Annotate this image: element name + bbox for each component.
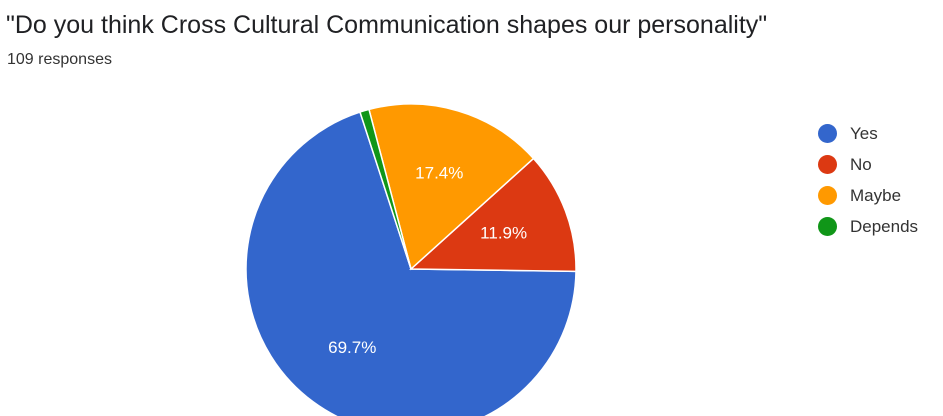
legend-label-yes: Yes (850, 123, 878, 143)
legend-label-maybe: Maybe (850, 185, 902, 205)
legend-item-depends[interactable]: Depends (818, 211, 942, 242)
response-count: 109 responses (7, 51, 112, 68)
legend-label-depends: Depends (850, 216, 919, 236)
legend-label-no: No (850, 154, 872, 174)
slice-label-yes: 69.7% (328, 338, 376, 357)
legend-item-yes[interactable]: Yes (818, 118, 942, 149)
legend-swatch-no (818, 155, 837, 174)
pie-slice-depends[interactable] (359, 108, 412, 270)
legend-item-maybe[interactable]: Maybe (818, 180, 942, 211)
legend-swatch-maybe (818, 186, 837, 205)
pie-slice-no[interactable] (409, 157, 577, 273)
legend-item-no[interactable]: No (818, 149, 942, 180)
slice-label-maybe: 17.4% (415, 164, 463, 183)
chart-legend: Yes No Maybe Depends (818, 118, 942, 242)
legend-swatch-depends (818, 217, 837, 236)
pie-slice-yes[interactable] (245, 111, 577, 416)
legend-swatch-yes (818, 124, 837, 143)
chart-title: "Do you think Cross Cultural Communicati… (6, 11, 768, 39)
slice-label-no: 11.9% (480, 224, 527, 243)
pie-slice-maybe[interactable] (368, 103, 535, 271)
